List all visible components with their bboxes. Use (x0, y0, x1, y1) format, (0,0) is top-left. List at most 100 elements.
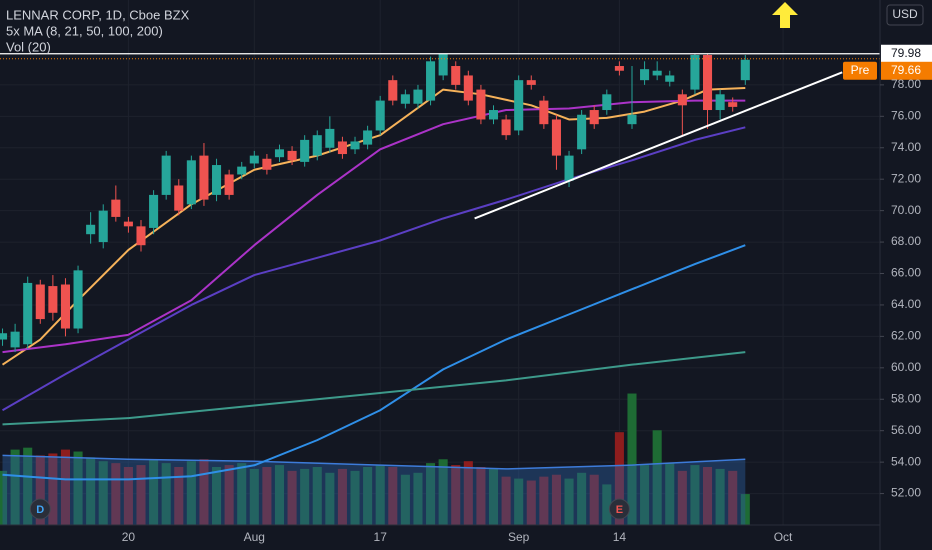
candle-body (551, 119, 561, 156)
volume-ma-area (2, 455, 746, 525)
price-label: 79.98 (891, 46, 921, 60)
volume-bar (224, 465, 234, 525)
volume-bar (602, 484, 612, 525)
candle-body (312, 135, 322, 156)
volume-bar (123, 467, 133, 525)
volume-label: Vol (20) (6, 39, 51, 54)
x-tick-label: 20 (122, 530, 136, 544)
volume-ma-line (2, 454, 746, 470)
volume-bar (186, 461, 196, 525)
volume-bar (375, 465, 385, 525)
y-tick-label: 76.00 (891, 108, 921, 122)
volume-bar (48, 453, 58, 525)
y-tick-label: 74.00 (891, 140, 921, 154)
candle-body (614, 66, 624, 71)
volume-bar (488, 468, 499, 525)
volume-bar (690, 465, 700, 525)
volume-bar (325, 472, 335, 525)
trendline (474, 71, 843, 220)
candle-body (186, 160, 196, 205)
volume-bar (98, 461, 108, 525)
candle-body (690, 55, 700, 90)
volume-bar (426, 463, 436, 525)
volume-bar (212, 467, 222, 525)
volume-bar (614, 432, 624, 525)
candle-body (577, 114, 587, 150)
candle-body (740, 59, 750, 81)
candle-body (476, 89, 486, 120)
volume-bar (476, 467, 486, 525)
volume-bar (702, 467, 713, 525)
candle-body (375, 100, 385, 131)
volume-bar (161, 463, 171, 525)
candle-body (237, 166, 247, 175)
event-label: E (616, 504, 623, 516)
candle-body (274, 149, 285, 158)
candle-body (0, 333, 8, 340)
candles (0, 53, 750, 353)
candle-body (388, 80, 398, 101)
ma-line (2, 351, 746, 426)
candle-body (325, 128, 335, 148)
y-tick-label: 58.00 (891, 391, 921, 405)
y-tick-label: 52.00 (891, 486, 921, 500)
candle-body (426, 61, 436, 101)
volume-bar (23, 447, 33, 525)
y-tick-label: 66.00 (891, 266, 921, 280)
candle-body (627, 114, 637, 125)
y-tick-label: 64.00 (891, 297, 921, 311)
candle-body (702, 55, 713, 111)
volume-bar (438, 459, 448, 525)
candle-body (86, 224, 96, 235)
candle-body (161, 155, 171, 195)
event-marker (29, 498, 51, 520)
candle-body (249, 155, 259, 164)
volume-bar (514, 478, 524, 525)
candle-body (413, 89, 423, 104)
candle-body (564, 155, 574, 181)
candle-body (539, 100, 549, 125)
volume-bar (413, 472, 423, 525)
candle-body (73, 270, 83, 329)
volume-bar (73, 451, 83, 525)
premarket-tag: Pre (851, 63, 870, 77)
volume-bar (388, 467, 398, 525)
x-tick-label: Oct (774, 530, 793, 544)
ma-line (1, 87, 746, 366)
candle-body (438, 53, 448, 76)
candle-body (589, 110, 599, 125)
volume-bar (274, 465, 285, 525)
volume-bar (60, 449, 70, 525)
volume-bar (501, 476, 511, 525)
volume-pane (0, 393, 750, 525)
volume-bar (589, 474, 599, 525)
volume-bar (400, 474, 410, 525)
volume-bar (665, 463, 675, 525)
volume-bar (350, 470, 360, 525)
volume-bar (539, 476, 549, 525)
candle-body (123, 221, 133, 227)
volume-bar (564, 478, 574, 525)
volume-bar (35, 455, 45, 525)
y-tick-label: 60.00 (891, 360, 921, 374)
volume-bar (463, 461, 473, 525)
premarket-value: 79.66 (891, 63, 921, 77)
candle-body (488, 110, 499, 120)
volume-bar (652, 430, 662, 525)
arrow-icon (772, 2, 798, 28)
x-tick-label: Aug (244, 530, 265, 544)
volume-bar (10, 449, 20, 525)
y-tick-label: 68.00 (891, 234, 921, 248)
volume-bar (237, 463, 247, 525)
candle-body (665, 75, 675, 82)
ma-line (2, 126, 746, 412)
chart-title: LENNAR CORP, 1D, Cboe BZX (6, 7, 190, 22)
y-tick-label: 56.00 (891, 423, 921, 437)
currency-box[interactable] (886, 4, 924, 26)
premarket-value-box (881, 61, 932, 80)
volume-bar (287, 470, 297, 525)
volume-bar (677, 470, 687, 525)
x-tick-label: 14 (613, 530, 627, 544)
candle-body (451, 66, 461, 85)
